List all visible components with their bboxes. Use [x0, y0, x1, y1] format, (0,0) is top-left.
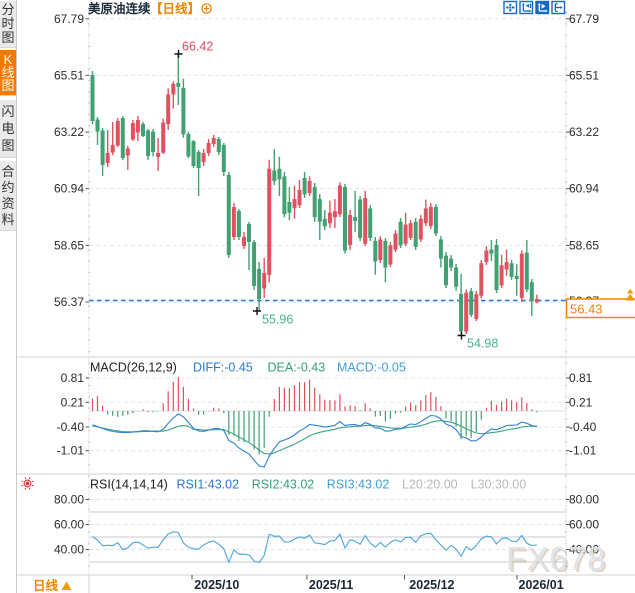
svg-text:-1.01: -1.01 [57, 444, 85, 458]
svg-text:FX678: FX678 [506, 540, 606, 577]
svg-text:60.94: 60.94 [54, 182, 84, 196]
svg-text:66.42: 66.42 [182, 40, 213, 54]
svg-text:2025/10: 2025/10 [194, 578, 239, 592]
svg-text:0.81: 0.81 [61, 371, 85, 385]
svg-text:63.22: 63.22 [54, 125, 84, 139]
svg-text:RSI2:43.02: RSI2:43.02 [252, 478, 315, 492]
svg-text:-0.40: -0.40 [57, 420, 85, 434]
svg-text:0.21: 0.21 [61, 395, 85, 409]
svg-text:65.51: 65.51 [569, 68, 599, 82]
svg-text:56.37: 56.37 [54, 295, 84, 309]
svg-text:MACD(26,12,9): MACD(26,12,9) [90, 361, 177, 375]
svg-text:日线: 日线 [33, 578, 59, 593]
svg-text:60.94: 60.94 [569, 182, 599, 196]
svg-text:63.22: 63.22 [569, 125, 599, 139]
svg-text:-0.40: -0.40 [569, 420, 597, 434]
svg-text:【日线】: 【日线】 [150, 1, 200, 16]
svg-text:美原油连续: 美原油连续 [88, 1, 151, 16]
svg-text:40.00: 40.00 [569, 543, 599, 557]
svg-text:DIFF:-0.45: DIFF:-0.45 [193, 361, 253, 375]
svg-text:60.00: 60.00 [569, 518, 599, 532]
svg-text:67.79: 67.79 [569, 12, 599, 26]
svg-text:80.00: 80.00 [569, 493, 599, 507]
svg-text:0.81: 0.81 [569, 371, 593, 385]
svg-text:60.00: 60.00 [54, 518, 84, 532]
svg-text:-1.01: -1.01 [569, 444, 597, 458]
svg-text:80.00: 80.00 [54, 493, 84, 507]
svg-text:56.43: 56.43 [570, 302, 603, 317]
svg-text:FX678: FX678 [508, 542, 608, 579]
svg-text:2025/11: 2025/11 [309, 578, 354, 592]
svg-text:40.00: 40.00 [54, 543, 84, 557]
svg-text:RSI(14,14,14): RSI(14,14,14) [90, 478, 168, 492]
svg-text:58.65: 58.65 [569, 238, 599, 252]
svg-text:2026/01: 2026/01 [519, 578, 564, 592]
svg-text:RSI1:43.02: RSI1:43.02 [177, 478, 240, 492]
svg-text:0.21: 0.21 [569, 395, 593, 409]
svg-text:DEA:-0.43: DEA:-0.43 [268, 361, 326, 375]
svg-text:55.96: 55.96 [262, 313, 293, 327]
svg-text:58.65: 58.65 [54, 238, 84, 252]
svg-text:2025/12: 2025/12 [409, 578, 454, 592]
svg-text:L20:20.00: L20:20.00 [402, 478, 458, 492]
svg-text:54.98: 54.98 [467, 337, 498, 351]
svg-text:RSI3:43.02: RSI3:43.02 [327, 478, 390, 492]
svg-text:MACD:-0.05: MACD:-0.05 [337, 361, 406, 375]
svg-text:67.79: 67.79 [54, 12, 84, 26]
svg-text:L30:30.00: L30:30.00 [471, 478, 527, 492]
svg-text:65.51: 65.51 [54, 68, 84, 82]
